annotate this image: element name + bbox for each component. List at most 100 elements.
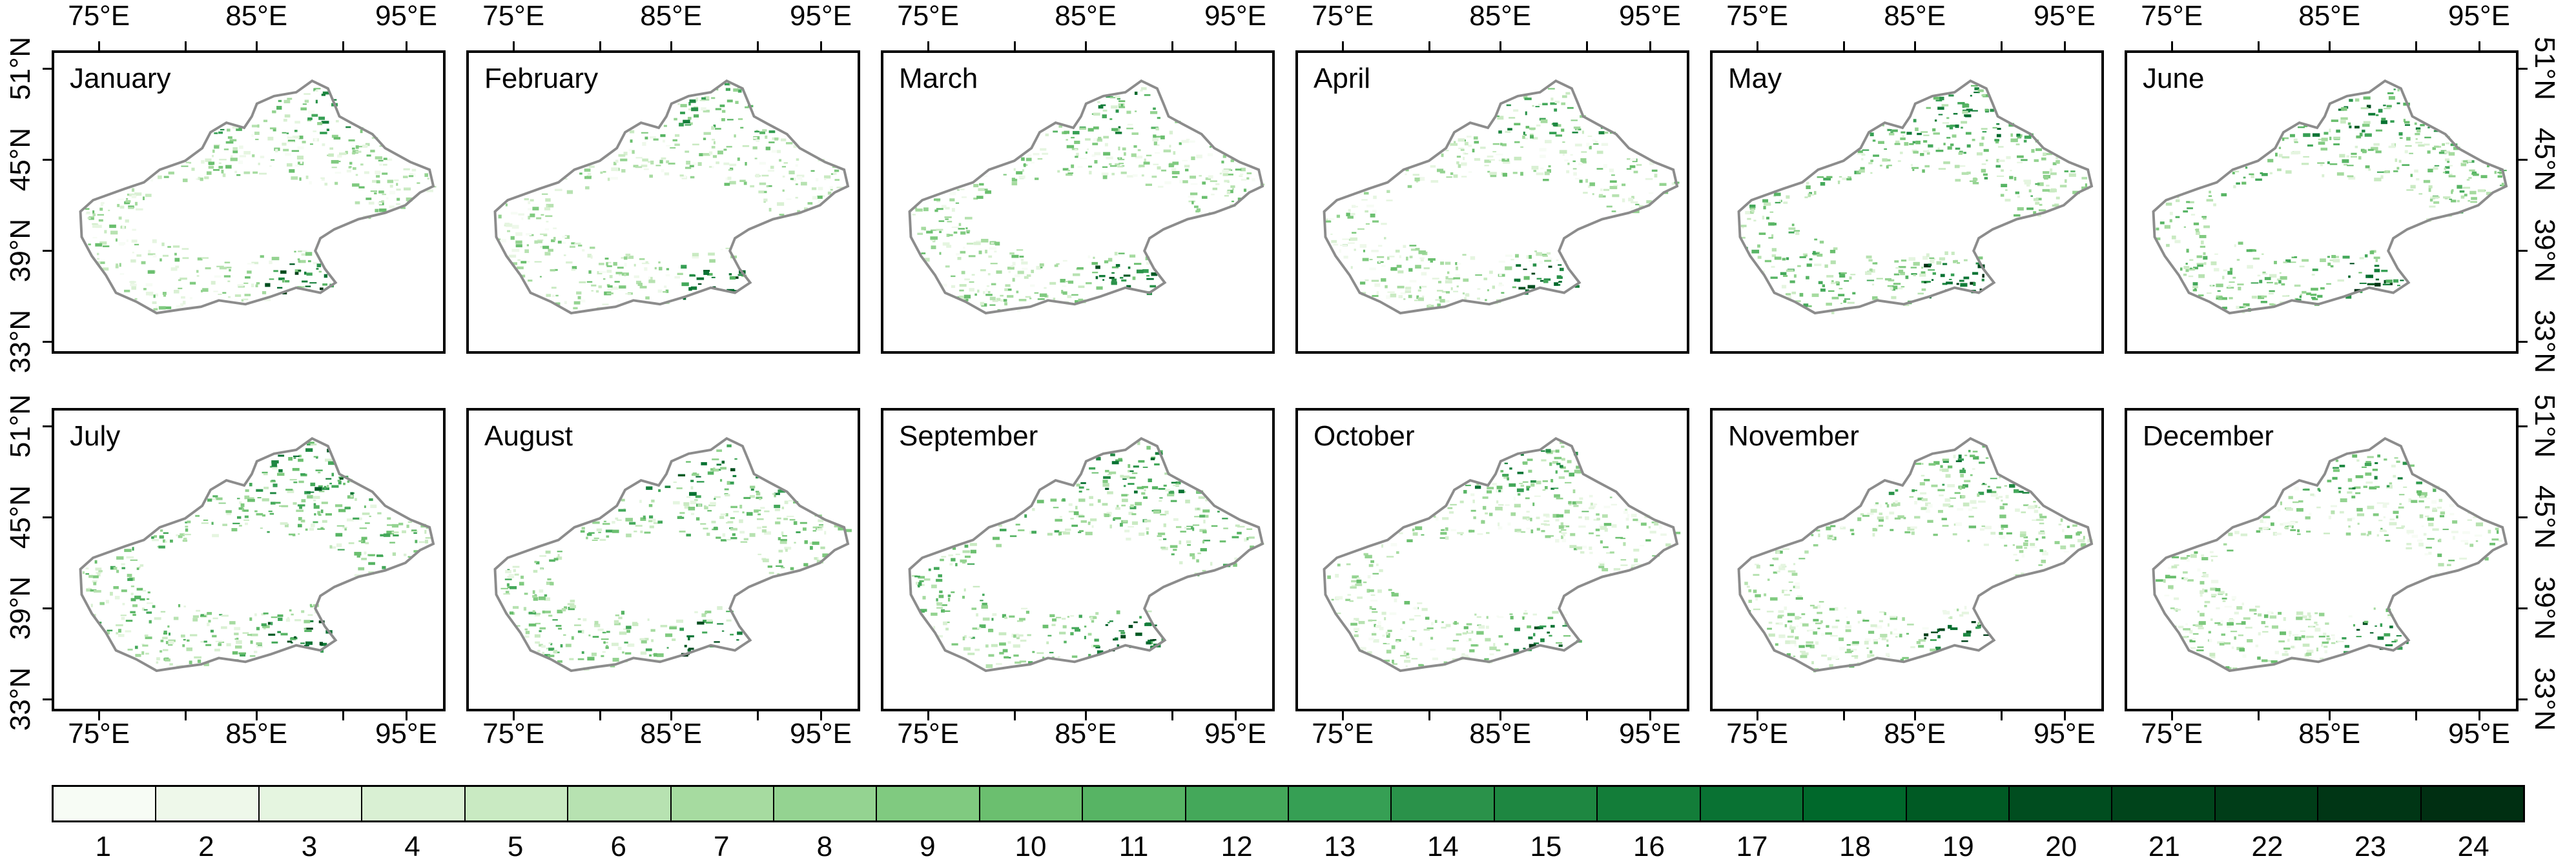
latitude-tick (2519, 516, 2528, 519)
legend-value-label: 12 (1221, 831, 1253, 862)
longitude-tick-label: 85°E (1469, 0, 1532, 32)
longitude-tick (1085, 41, 1087, 50)
map-panel-august: August (466, 408, 860, 711)
legend-swatch (1186, 787, 1290, 820)
region-boundary (1737, 436, 2094, 673)
legend-value-label: 6 (610, 831, 626, 862)
legend-swatch (1494, 787, 1598, 820)
longitude-tick (2478, 41, 2480, 50)
latitude-tick (43, 159, 52, 161)
longitude-tick (1649, 41, 1651, 50)
longitude-tick-label: 75°E (1726, 0, 1789, 32)
longitude-minor-tick (185, 41, 187, 50)
month-label: April (1314, 63, 1371, 94)
longitude-tick-label: 75°E (1726, 718, 1789, 749)
month-label: March (899, 63, 978, 94)
legend-swatch (2010, 787, 2113, 820)
legend-value-label: 7 (714, 831, 730, 862)
map-panel-june: June (2125, 50, 2519, 354)
longitude-tick-label: 95°E (790, 718, 852, 749)
legend-swatch (2215, 787, 2319, 820)
region-boundary (908, 79, 1264, 315)
region-map (79, 436, 435, 673)
legend-swatch (1700, 787, 1804, 820)
longitude-minor-tick (1586, 711, 1589, 720)
legend-swatch (156, 787, 260, 820)
legend-value-label: 3 (301, 831, 318, 862)
longitude-tick-label: 85°E (225, 0, 288, 32)
legend-value-label: 19 (1942, 831, 1974, 862)
latitude-tick-label: 51°N (5, 37, 36, 101)
latitude-tick-label: 45°N (5, 128, 36, 192)
longitude-tick-label: 95°E (1619, 718, 1681, 749)
region-map (1323, 79, 1680, 315)
longitude-tick (1757, 41, 1759, 50)
longitude-minor-tick (185, 711, 187, 720)
longitude-minor-tick (1586, 41, 1589, 50)
longitude-minor-tick (1843, 711, 1846, 720)
longitude-tick-label: 85°E (2298, 718, 2361, 749)
latitude-tick (43, 607, 52, 610)
longitude-tick-label: 85°E (1884, 0, 1946, 32)
latitude-tick (43, 698, 52, 701)
legend-value-label: 1 (95, 831, 112, 862)
vegetation-pixels (912, 87, 1265, 312)
longitude-tick (98, 41, 101, 50)
legend-swatch (671, 787, 774, 820)
month-label: November (1728, 420, 1859, 452)
region-boundary (79, 436, 435, 673)
latitude-tick-label: 45°N (2529, 128, 2561, 192)
legend-swatch (980, 787, 1084, 820)
longitude-tick-label: 75°E (2141, 718, 2203, 749)
latitude-tick-label: 39°N (2529, 219, 2561, 283)
legend-value-label: 21 (2148, 831, 2180, 862)
legend-swatch (465, 787, 569, 820)
month-label: February (484, 63, 599, 94)
longitude-tick (1914, 711, 1917, 720)
longitude-tick-label: 85°E (640, 0, 703, 32)
legend-value-label: 16 (1633, 831, 1665, 862)
latitude-tick-label: 51°N (5, 394, 36, 458)
longitude-tick (1757, 711, 1759, 720)
legend-swatch (259, 787, 363, 820)
longitude-minor-tick (1014, 41, 1016, 50)
longitude-minor-tick (1014, 711, 1016, 720)
region-map (908, 436, 1264, 673)
legend-swatch (877, 787, 980, 820)
latitude-tick-label: 45°N (5, 485, 36, 549)
longitude-tick (670, 711, 673, 720)
region-boundary (2152, 79, 2508, 315)
month-label: May (1728, 63, 1782, 94)
region-map (2152, 436, 2508, 673)
longitude-tick-label: 75°E (897, 0, 960, 32)
legend-swatch (2318, 787, 2422, 820)
legend-swatch (1083, 787, 1186, 820)
longitude-tick-label: 95°E (1204, 0, 1266, 32)
latitude-tick-label: 39°N (5, 219, 36, 283)
region-boundary (79, 79, 435, 315)
region-boundary (1737, 79, 2094, 315)
vegetation-pixels (1327, 441, 1681, 667)
longitude-tick (2064, 41, 2066, 50)
longitude-minor-tick (2001, 711, 2003, 720)
legend-value-label: 15 (1530, 831, 1562, 862)
month-label: June (2143, 63, 2205, 94)
region-map (493, 79, 850, 315)
region-boundary (493, 79, 850, 315)
longitude-minor-tick (2415, 711, 2418, 720)
latitude-tick (43, 425, 52, 428)
latitude-tick-label: 51°N (2529, 37, 2561, 101)
vegetation-pixels (1740, 85, 2089, 314)
vegetation-pixels (500, 444, 852, 671)
longitude-minor-tick (2415, 41, 2418, 50)
map-panel-july: July (52, 408, 446, 711)
region-boundary (2152, 436, 2508, 673)
longitude-tick-label: 75°E (1312, 718, 1374, 749)
longitude-tick (2064, 711, 2066, 720)
legend-swatch (568, 787, 672, 820)
region-map (1737, 79, 2094, 315)
longitude-tick (2329, 711, 2331, 720)
longitude-tick (1085, 711, 1087, 720)
longitude-tick (1342, 41, 1345, 50)
month-label: August (484, 420, 573, 452)
